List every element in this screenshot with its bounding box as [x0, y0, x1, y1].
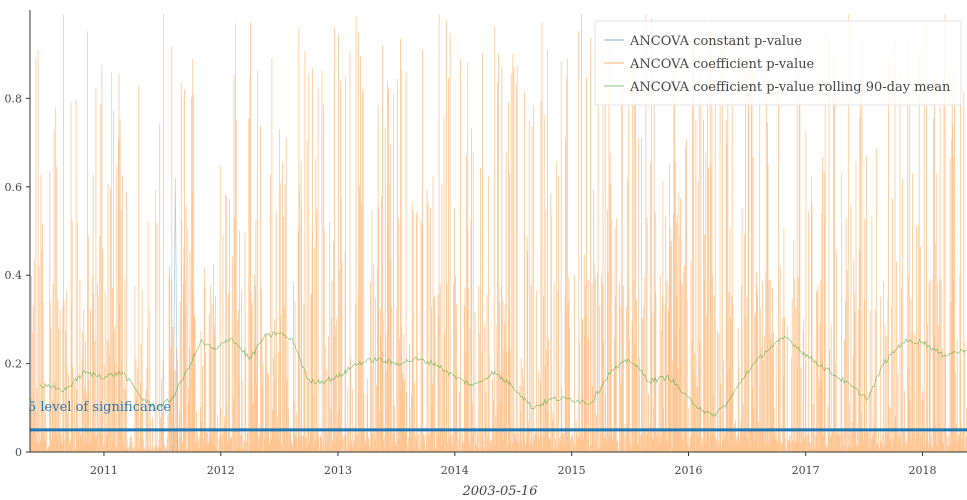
tick-labels: 0 0.2 0.4 0.6 0.8 2011 2012 2013 2014 2015 2016 201…	[5, 92, 937, 477]
series-rolling-mean	[39, 331, 967, 418]
legend-label-rolling: ANCOVA coefficient p-value rolling 90-da…	[629, 80, 951, 95]
y-tick-label: 0.2	[5, 358, 23, 371]
significance-annotation: 5 level of significance	[28, 400, 171, 415]
x-tick-label: 2012	[207, 464, 235, 477]
y-tick-label: 0.4	[5, 269, 23, 282]
y-tick-label: 0.8	[5, 92, 23, 105]
x-tick-label: 2014	[441, 464, 469, 477]
rolling-mean-line	[39, 331, 967, 418]
legend-label-coefficient: ANCOVA coefficient p-value	[629, 57, 815, 72]
x-tick-label: 2013	[324, 464, 352, 477]
x-tick-label: 2016	[674, 464, 702, 477]
x-tick-label: 2011	[90, 464, 118, 477]
y-tick-label: 0.6	[5, 181, 23, 194]
y-tick-label: 0	[15, 446, 22, 459]
legend-label-constant: ANCOVA constant p-value	[629, 34, 802, 49]
x-axis-label: 2003-05-16	[462, 484, 538, 499]
series-coefficient-pvalue	[30, 14, 967, 452]
axes	[29, 10, 967, 453]
x-tick-label: 2018	[909, 464, 937, 477]
x-tick-label: 2017	[792, 464, 820, 477]
legend-box	[594, 20, 962, 106]
coefficient-pvalue-line	[30, 14, 967, 452]
x-tick-label: 2015	[558, 464, 586, 477]
legend: ANCOVA constant p-value ANCOVA coefficie…	[594, 20, 962, 106]
